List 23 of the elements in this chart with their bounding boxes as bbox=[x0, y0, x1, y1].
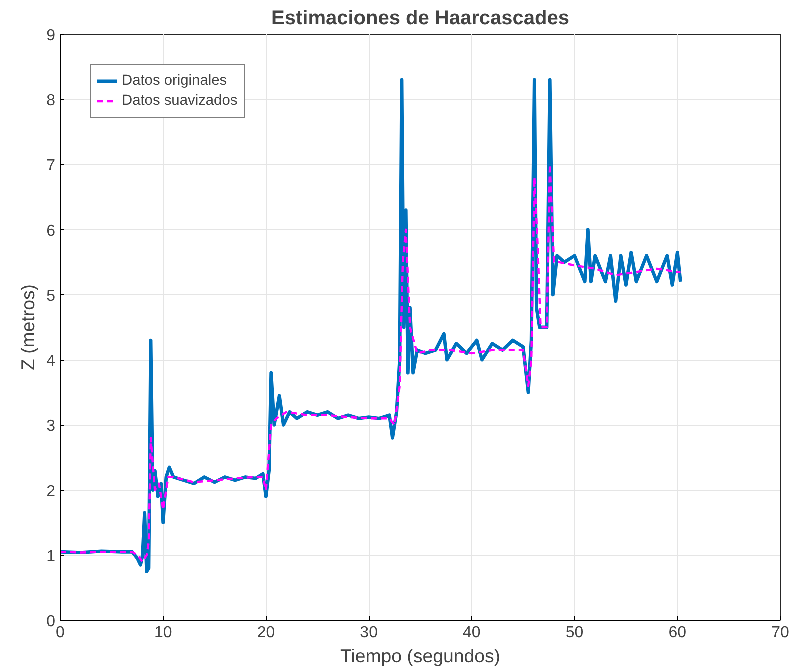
x-tick-label: 50 bbox=[566, 624, 584, 642]
x-tick-label: 30 bbox=[360, 624, 378, 642]
x-tick-label: 20 bbox=[257, 624, 276, 642]
y-tick-label: 7 bbox=[46, 158, 56, 175]
x-tick-label: 40 bbox=[463, 624, 481, 642]
y-axis-title: Z (metros) bbox=[18, 284, 39, 371]
y-tick-label: 0 bbox=[46, 614, 56, 630]
y-tick-label: 2 bbox=[46, 483, 56, 500]
legend-label: Datos originales bbox=[122, 73, 228, 89]
y-tick-label: 9 bbox=[46, 28, 56, 44]
y-tick-label: 6 bbox=[46, 222, 56, 240]
y-tick-label: 4 bbox=[46, 353, 56, 370]
x-tick-label: 70 bbox=[772, 624, 790, 642]
y-tick-label: 5 bbox=[46, 288, 56, 305]
legend-label: Datos suavizados bbox=[122, 93, 238, 109]
chart-title: Estimaciones de Haarcascades bbox=[272, 8, 570, 30]
y-tick-label: 8 bbox=[46, 92, 56, 110]
y-tick-label: 1 bbox=[46, 548, 56, 566]
y-tick-label: 3 bbox=[46, 418, 56, 436]
line-series bbox=[60, 164, 682, 563]
x-axis-title: Tiempo (segundos) bbox=[340, 646, 501, 666]
x-tick-label: 60 bbox=[668, 624, 687, 642]
x-tick-label: 10 bbox=[154, 624, 172, 642]
